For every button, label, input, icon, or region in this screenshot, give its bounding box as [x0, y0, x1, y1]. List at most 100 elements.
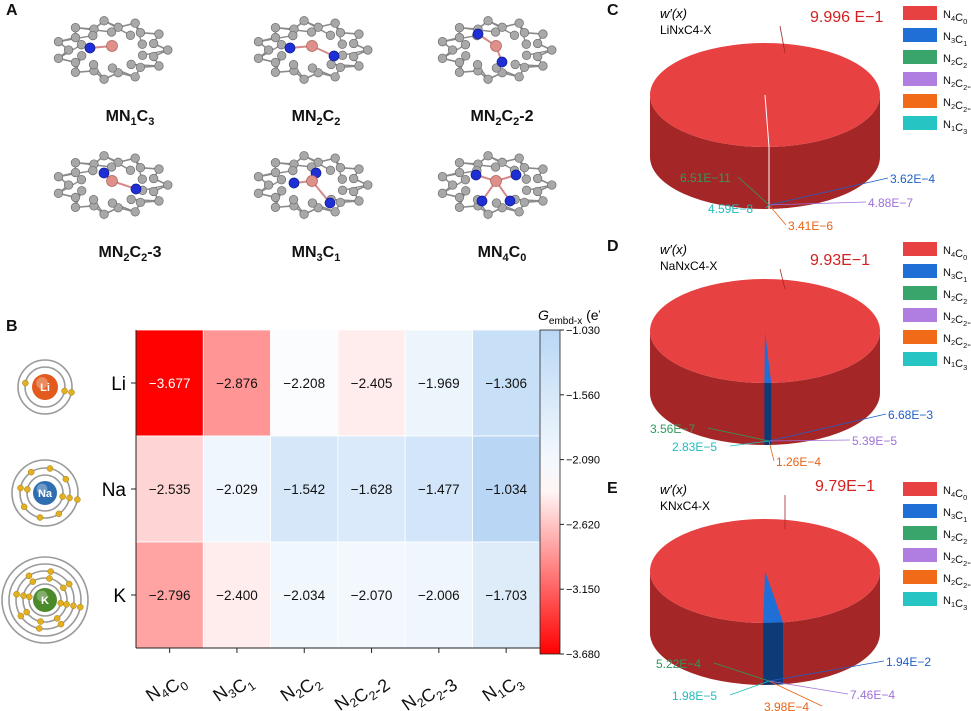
legend-swatch — [903, 6, 937, 20]
carbon-atom — [263, 45, 274, 55]
carbon-atom — [113, 22, 123, 32]
legend-label: N2C2-2 — [943, 75, 971, 93]
pie-value-label: 3.62E−4 — [890, 172, 935, 186]
column-label: N4C0 — [142, 674, 191, 705]
carbon-atom — [107, 63, 118, 73]
pie-slice-edge — [764, 94, 770, 148]
electron — [20, 503, 28, 511]
carbon-atom — [519, 62, 530, 73]
electron — [68, 389, 75, 396]
molecule-structure-2 — [253, 16, 373, 84]
nucleus-highlight — [36, 590, 48, 602]
carbon-atom — [437, 188, 448, 198]
carbon-atom — [126, 59, 136, 70]
carbon-atom — [137, 50, 148, 60]
pie-value-label: 5.22E−4 — [656, 657, 701, 671]
carbon-atom — [125, 30, 136, 40]
heatmap-chart: Li Na K −3.677 −2.876 −2.208 −2.405 −1.969 −1.3… — [1, 307, 600, 711]
electron — [13, 590, 20, 598]
carbon-atom — [454, 67, 465, 77]
carbon-atom — [70, 32, 81, 43]
column-label-text: N3C1 — [209, 666, 258, 711]
carbon-atom — [148, 38, 159, 49]
electron — [20, 592, 27, 599]
carbon-atom — [113, 157, 123, 167]
structure-label-3: MN2C2-2 — [470, 108, 534, 129]
colorbar-tick-label: −3.150 — [566, 584, 600, 596]
cell-value: −2.208 — [283, 376, 325, 391]
carbon-atom — [330, 207, 340, 217]
carbon-atom — [148, 173, 159, 184]
leader-line — [779, 268, 786, 290]
cell-value: −1.477 — [418, 482, 460, 497]
carbon-atom — [354, 164, 364, 174]
carbon-atom — [70, 23, 81, 33]
carbon-atom — [497, 22, 507, 32]
cell-value: −3.677 — [149, 376, 191, 391]
carbon-atom — [276, 40, 287, 50]
legend-swatch — [903, 526, 937, 540]
carbon-atom — [348, 173, 359, 184]
pie-slice-top-n3c1 — [763, 571, 783, 623]
legend-label: N2C2-3 — [943, 97, 971, 115]
carbon-atom — [538, 61, 548, 71]
pie-slice-side-n3c1 — [764, 382, 772, 445]
carbon-atom — [532, 186, 543, 197]
carbon-atom — [437, 53, 448, 63]
carbon-atom — [130, 153, 140, 163]
legend-swatch — [903, 264, 937, 278]
carbon-atom — [519, 197, 530, 208]
carbon-atom — [154, 164, 164, 174]
carbon-atom — [70, 67, 81, 77]
electron — [65, 580, 73, 588]
legend-label: N2C2 — [943, 529, 967, 546]
legend-swatch — [903, 28, 937, 42]
row-label: Na — [102, 480, 127, 501]
legend-label: N1C3 — [943, 119, 967, 136]
pie-value-label: 3.41E−6 — [788, 219, 833, 233]
colorbar-tick-label: −1.560 — [566, 390, 600, 402]
legend-swatch — [903, 116, 937, 130]
column-label: N3C1 — [209, 666, 258, 711]
carbon-atom — [299, 209, 309, 219]
electron — [24, 486, 31, 493]
nitrogen-atom — [324, 197, 336, 209]
metal-atom — [106, 175, 118, 187]
electron — [35, 625, 43, 632]
pie-value-label: 6.68E−3 — [888, 408, 933, 422]
nitrogen-atom — [510, 169, 522, 181]
legend-swatch — [903, 50, 937, 64]
pie-value-label: 5.39E−5 — [852, 434, 897, 448]
carbon-atom — [330, 18, 340, 28]
carbon-atom — [306, 27, 317, 37]
carbon-atom — [77, 186, 87, 196]
carbon-atom — [335, 62, 346, 73]
electron — [46, 465, 54, 472]
carbon-atom — [76, 40, 87, 50]
carbon-atom — [532, 51, 543, 62]
nucleus-highlight — [36, 377, 48, 389]
carbon-atom — [514, 18, 524, 28]
nitrogen-atom — [288, 177, 300, 189]
carbon-atom — [130, 72, 140, 82]
structure-label-2: MN2C2 — [291, 108, 341, 129]
leader-line — [768, 204, 787, 226]
carbon-atom — [163, 45, 173, 55]
carbon-atom — [253, 53, 264, 63]
column-label: N2C2-2 — [331, 675, 394, 711]
carbon-atom — [106, 162, 117, 172]
nitrogen-atom — [470, 169, 482, 181]
legend-label: N2C2 — [943, 289, 967, 306]
carbon-atom — [354, 29, 364, 39]
metal-atom — [490, 40, 502, 52]
electron-shell — [19, 467, 71, 519]
carbon-atom — [497, 157, 507, 167]
panel-label-b: B — [6, 318, 18, 335]
molecule-structure-1 — [53, 16, 173, 84]
legend-swatch — [903, 72, 937, 86]
heatmap-cell — [270, 435, 339, 543]
carbon-atom — [461, 186, 471, 196]
row-label: K — [113, 586, 126, 607]
electron — [47, 568, 55, 575]
legend-swatch — [903, 548, 937, 562]
